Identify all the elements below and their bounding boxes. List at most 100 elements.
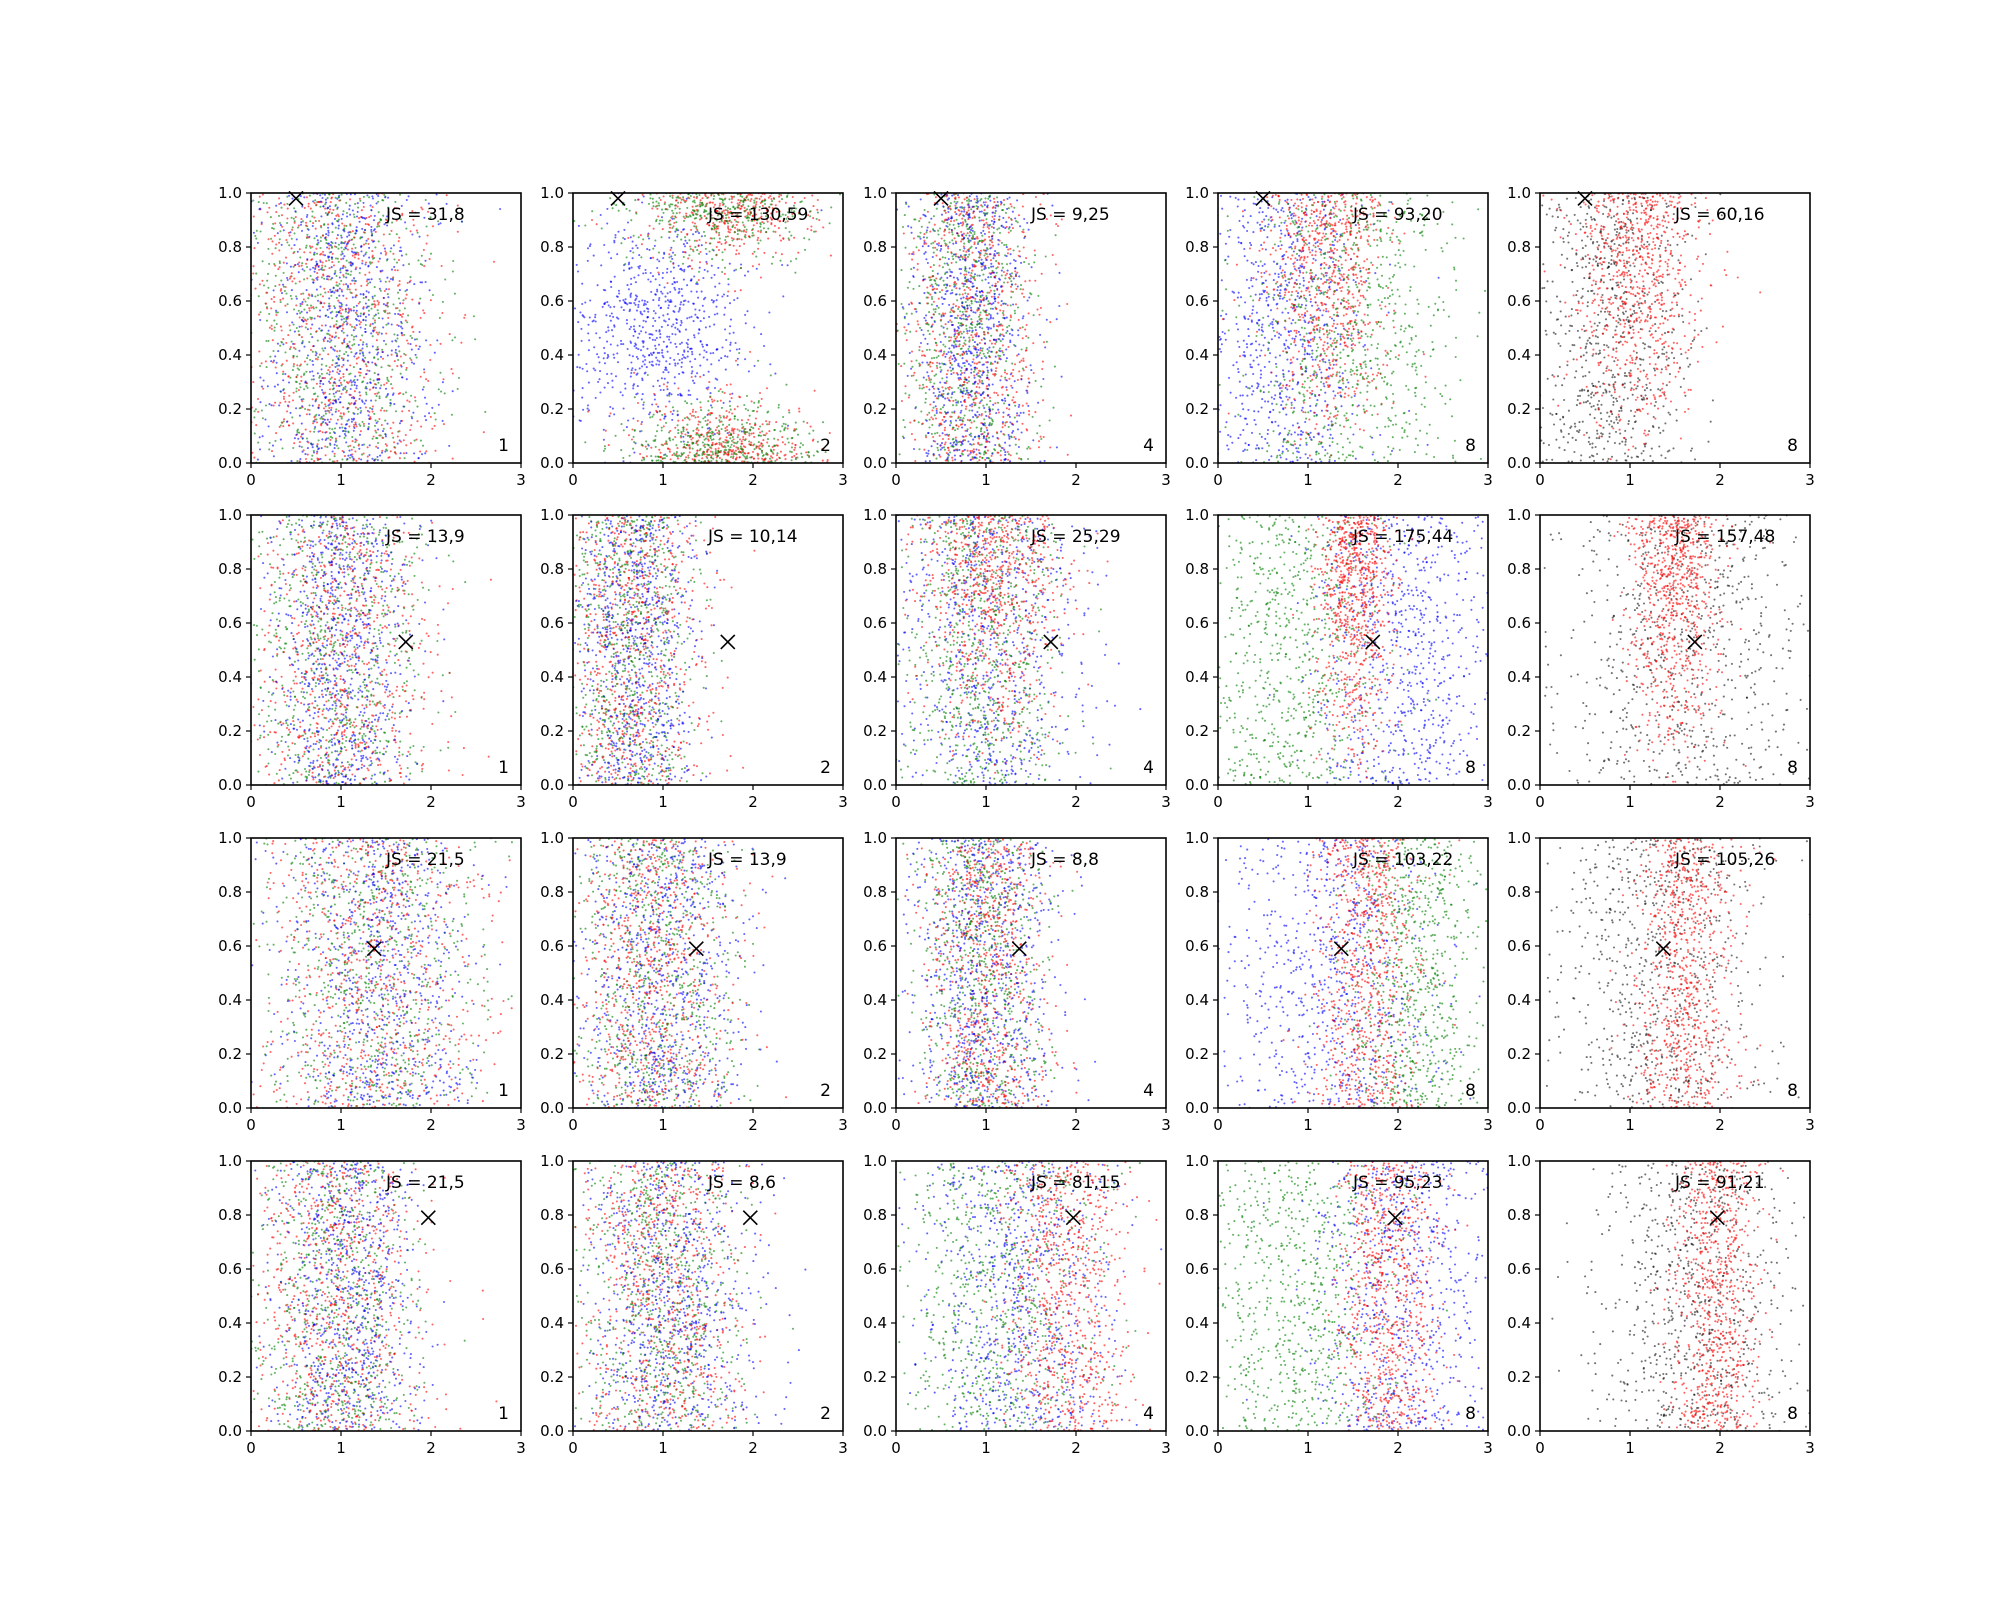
data-point <box>362 205 365 208</box>
data-point <box>288 394 291 397</box>
data-point <box>343 227 346 230</box>
data-point <box>609 319 612 322</box>
data-point <box>768 420 771 423</box>
data-point <box>706 213 709 216</box>
data-point <box>991 269 994 272</box>
data-point <box>669 429 672 432</box>
data-point <box>362 307 365 310</box>
data-point <box>370 225 373 228</box>
data-point <box>347 273 350 276</box>
data-point <box>341 430 345 433</box>
data-point <box>727 444 730 447</box>
data-point <box>306 233 309 236</box>
data-point <box>784 201 787 204</box>
data-point <box>668 437 671 440</box>
data-point <box>765 452 768 455</box>
data-point <box>625 256 628 259</box>
data-point <box>706 427 709 430</box>
data-point <box>324 438 327 442</box>
data-point <box>280 243 283 246</box>
data-point <box>724 208 727 212</box>
data-point <box>741 423 744 426</box>
data-point <box>677 291 680 295</box>
data-point <box>274 439 277 442</box>
data-point <box>274 264 277 267</box>
data-point <box>759 239 762 242</box>
data-point <box>259 364 262 368</box>
data-point <box>674 230 677 233</box>
data-point <box>267 425 270 428</box>
data-point <box>642 272 645 275</box>
data-point <box>369 378 372 381</box>
data-point <box>331 450 334 453</box>
data-point <box>736 363 739 366</box>
data-point <box>288 324 291 327</box>
data-point <box>404 221 407 224</box>
data-point <box>298 368 301 371</box>
data-point <box>289 329 292 332</box>
data-point <box>708 325 711 328</box>
data-point <box>766 220 769 223</box>
data-point <box>910 374 913 377</box>
data-point <box>779 259 782 262</box>
data-point <box>706 453 709 456</box>
data-point <box>355 384 358 387</box>
data-point <box>952 437 955 440</box>
data-point <box>659 306 663 309</box>
data-point <box>441 311 444 315</box>
data-point <box>959 324 962 327</box>
data-point <box>663 377 666 380</box>
data-point <box>996 401 1000 404</box>
data-point <box>398 283 401 286</box>
data-point <box>786 220 789 223</box>
data-point <box>944 345 947 348</box>
data-point <box>795 428 798 431</box>
data-point <box>268 206 271 209</box>
data-point <box>797 251 800 254</box>
data-point <box>732 238 735 241</box>
data-point <box>751 252 754 255</box>
data-point <box>658 204 661 207</box>
data-point <box>681 294 684 297</box>
data-point <box>360 453 364 456</box>
data-point <box>668 338 671 341</box>
data-point <box>698 434 701 438</box>
data-point <box>795 257 798 260</box>
data-point <box>656 290 659 293</box>
data-point <box>315 421 319 424</box>
data-point <box>314 418 317 421</box>
data-point <box>706 451 709 454</box>
data-point <box>757 399 760 403</box>
data-point <box>380 459 383 462</box>
data-point <box>300 398 303 401</box>
data-point <box>376 392 379 395</box>
data-point <box>948 223 951 226</box>
data-point <box>443 392 446 395</box>
data-point <box>291 399 295 402</box>
data-point <box>651 403 654 406</box>
data-point <box>278 197 281 200</box>
data-point <box>362 231 365 234</box>
data-point <box>614 434 617 437</box>
data-point <box>608 415 611 418</box>
data-point <box>741 195 744 198</box>
data-point <box>309 304 313 307</box>
data-point <box>345 259 348 262</box>
data-point <box>640 365 644 368</box>
data-point <box>301 301 304 304</box>
data-point <box>286 207 289 210</box>
data-point <box>676 410 679 413</box>
data-point <box>577 224 580 227</box>
data-point <box>407 195 410 198</box>
data-point <box>359 352 362 355</box>
data-point <box>933 374 936 377</box>
data-point <box>440 390 443 393</box>
data-point <box>379 289 382 292</box>
data-point <box>697 296 700 299</box>
data-point <box>736 213 739 217</box>
data-point <box>758 391 762 395</box>
data-point <box>327 305 330 308</box>
data-point <box>687 389 690 392</box>
data-point <box>323 287 326 290</box>
data-point <box>646 235 650 238</box>
